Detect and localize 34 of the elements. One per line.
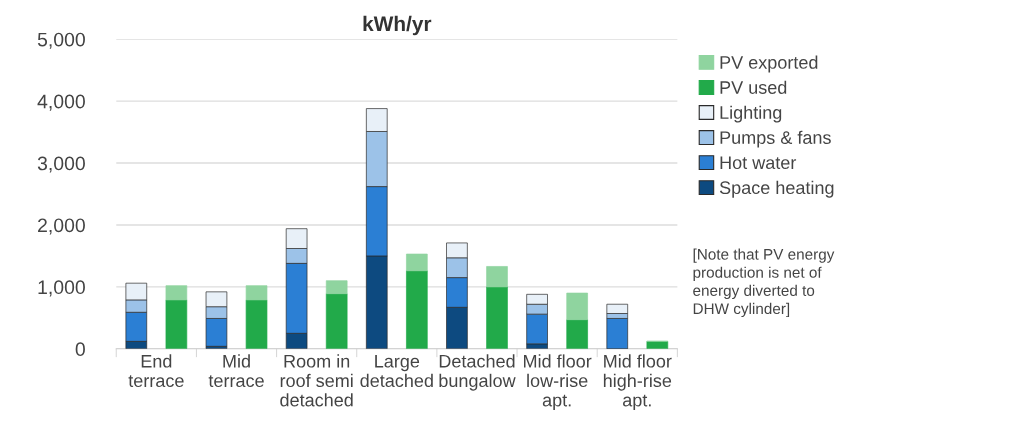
y-tick-label: 4,000	[37, 94, 85, 111]
y-tick-label: 0	[75, 342, 85, 357]
x-tick-label: Detached bungalow	[439, 354, 516, 391]
legend-label: PV used	[720, 80, 787, 94]
legend-label: Space heating	[719, 180, 834, 198]
bar	[566, 319, 588, 349]
bar	[566, 292, 588, 321]
bar	[606, 318, 629, 349]
bar	[486, 266, 508, 288]
bar	[325, 280, 348, 295]
y-tick-label: 5,000	[37, 32, 85, 49]
legend-label: Lighting	[720, 105, 782, 123]
legend-label: PV exported	[720, 55, 818, 73]
bar	[406, 270, 428, 349]
bar	[486, 286, 508, 349]
y-tick-label: 3,000	[37, 156, 85, 173]
x-tick-label: Mid terrace	[208, 354, 264, 388]
text: [Note that PV energy production is net of energy diverted to DHW cylinder]	[693, 248, 835, 318]
y-tick-label: 1,000	[38, 280, 85, 297]
bar	[165, 285, 188, 301]
bar	[165, 299, 188, 349]
legend-label: Pumps & fans	[720, 130, 831, 148]
x-tick-label: Mid floor high-rise apt.	[603, 354, 672, 411]
bar	[245, 299, 268, 349]
x-tick-label: Mid floor low-rise apt.	[524, 354, 592, 411]
x-tick-label: Room in roof semi detached	[280, 354, 353, 407]
legend-label: Hot water	[720, 156, 797, 170]
y-tick-label: 2,000	[38, 218, 85, 235]
bar	[325, 293, 348, 349]
bar	[406, 253, 428, 272]
bar	[245, 285, 268, 301]
x-tick-label: End terrace	[128, 354, 184, 388]
chart-title: kWh/yr	[363, 15, 432, 36]
x-tick-label: Large detached	[360, 355, 433, 388]
